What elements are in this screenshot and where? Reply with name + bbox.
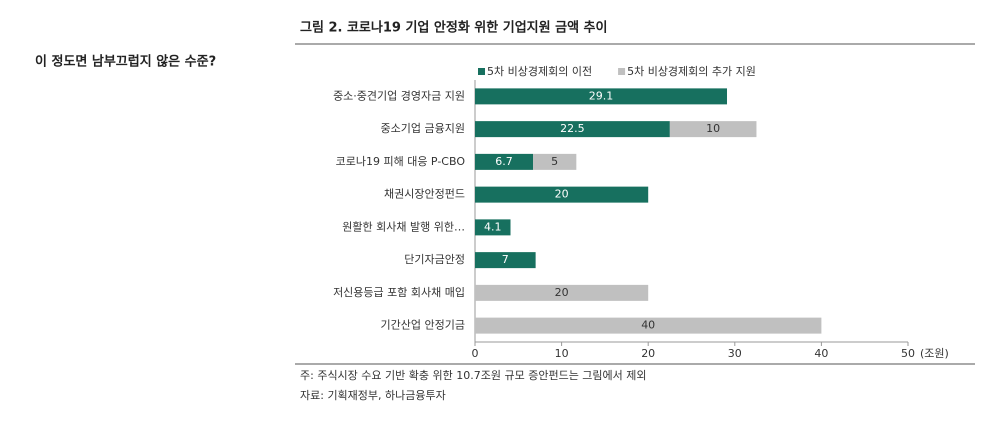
x-axis-label: (조원) [920,347,949,360]
legend-label: 5차 비상경제회의 이전 [487,65,592,78]
bar [475,153,534,170]
value-label: 22.5 [560,122,585,135]
heading: 이 정도면 남부끄럽지 않은 수준? [35,54,216,70]
x-tick-label: 40 [814,347,828,360]
x-tick-label: 30 [728,347,742,360]
value-label: 29.1 [589,89,614,102]
legend-swatch [618,68,626,75]
bar [475,88,728,105]
y-tick-label: 원활한 회사채 발행 위한… [342,219,465,233]
value-label: 4.1 [484,220,502,233]
value-label: 10 [706,122,720,135]
x-tick-label: 50 [901,347,915,360]
bar [669,121,757,138]
x-tick-label: 0 [472,347,479,360]
y-tick-label: 저신용등급 포함 회사채 매입 [333,286,465,299]
value-label: 20 [555,286,569,299]
bar [475,121,670,138]
bar [475,219,511,236]
bar [475,252,536,269]
y-tick-label: 중소기업 금융지원 [381,122,465,135]
legend-swatch [478,68,485,75]
value-label: 7 [502,253,509,266]
note: 자료: 기획재정부, 하나금융투자 [300,388,446,402]
value-label: 40 [641,319,655,332]
bar [475,317,822,334]
y-tick-label: 단기자금안정 [404,253,465,266]
legend-label: 5차 비상경제회의 추가 지원 [627,65,756,78]
note: 주: 주식시장 수요 기반 확충 위한 10.7조원 규모 증안펀드는 그림에서… [300,369,647,382]
y-tick-label: 채권시장안정펀드 [384,188,465,201]
value-label: 5 [551,155,558,168]
x-tick-label: 20 [641,347,655,360]
y-tick-label: 기간산업 안정기금 [381,319,465,332]
y-tick-label: 중소·중견기업 경영자금 지원 [333,89,465,102]
value-label: 20 [555,188,569,201]
bar [533,153,577,170]
x-tick-label: 10 [555,347,569,360]
chart-title: 그림 2. 코로나19 기업 안정화 위한 기업지원 금액 추이 [300,20,607,36]
value-label: 6.7 [495,155,513,168]
bar [475,284,649,301]
bar [475,186,649,203]
y-tick-label: 코로나19 피해 대응 P-CBO [336,154,466,168]
